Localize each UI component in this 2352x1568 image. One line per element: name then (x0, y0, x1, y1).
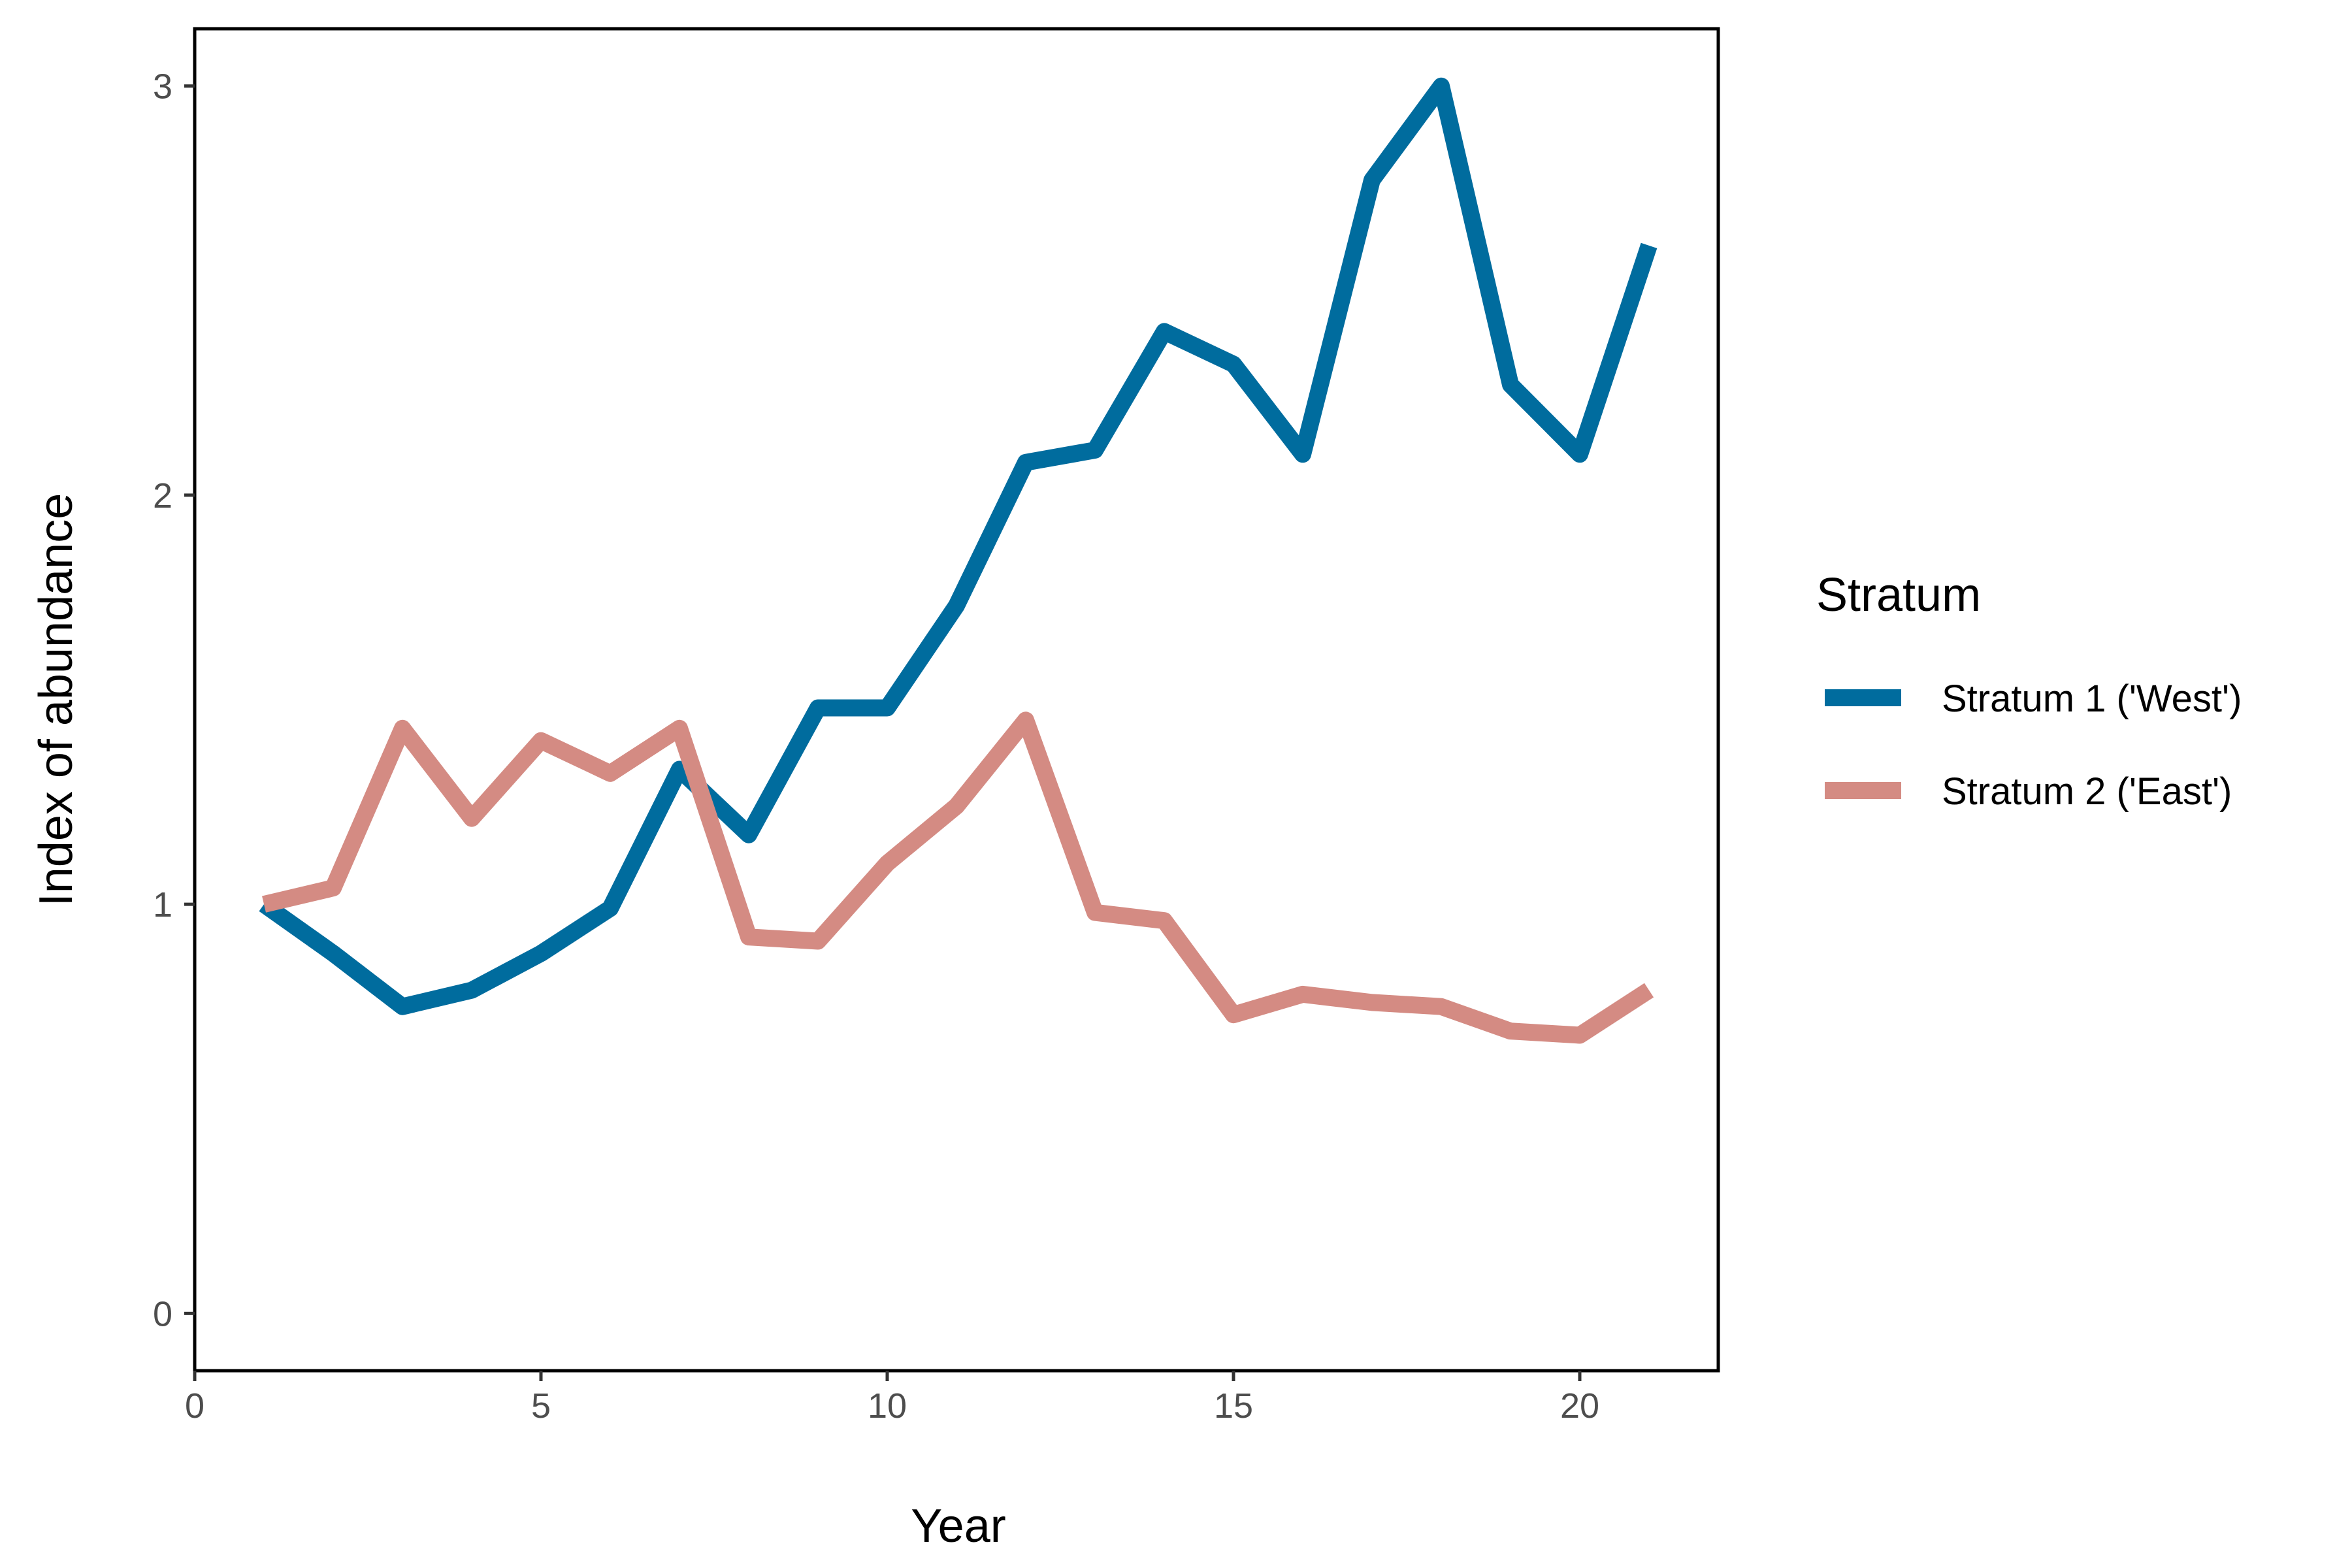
y-axis: 0 1 2 3 (153, 67, 195, 1333)
y-axis-title: Index of abundance (30, 493, 82, 907)
x-axis-title: Year (911, 1500, 1005, 1552)
legend-title: Stratum (1816, 569, 1981, 621)
y-tick-label: 2 (153, 476, 172, 515)
y-tick-label: 0 (153, 1294, 172, 1333)
x-tick-label: 0 (185, 1386, 204, 1426)
x-tick-label: 10 (868, 1386, 907, 1426)
series-line-1 (259, 77, 1658, 1015)
series-line-2 (262, 711, 1654, 1044)
plot-panel (193, 27, 1720, 1373)
x-tick-label: 5 (531, 1386, 551, 1426)
x-tick-label: 15 (1214, 1386, 1253, 1426)
y-tick-label: 3 (153, 67, 172, 106)
legend-label-1: Stratum 1 ('West') (1942, 678, 2242, 720)
x-tick-label: 20 (1560, 1386, 1599, 1426)
series-layer (259, 77, 1658, 1044)
legend: Stratum Stratum 1 ('West') Stratum 2 ('Ea… (1816, 569, 2242, 813)
x-axis: 0 5 10 15 20 (185, 1371, 1599, 1426)
legend-label-2: Stratum 2 ('East') (1942, 770, 2232, 813)
y-tick-label: 1 (153, 885, 172, 924)
